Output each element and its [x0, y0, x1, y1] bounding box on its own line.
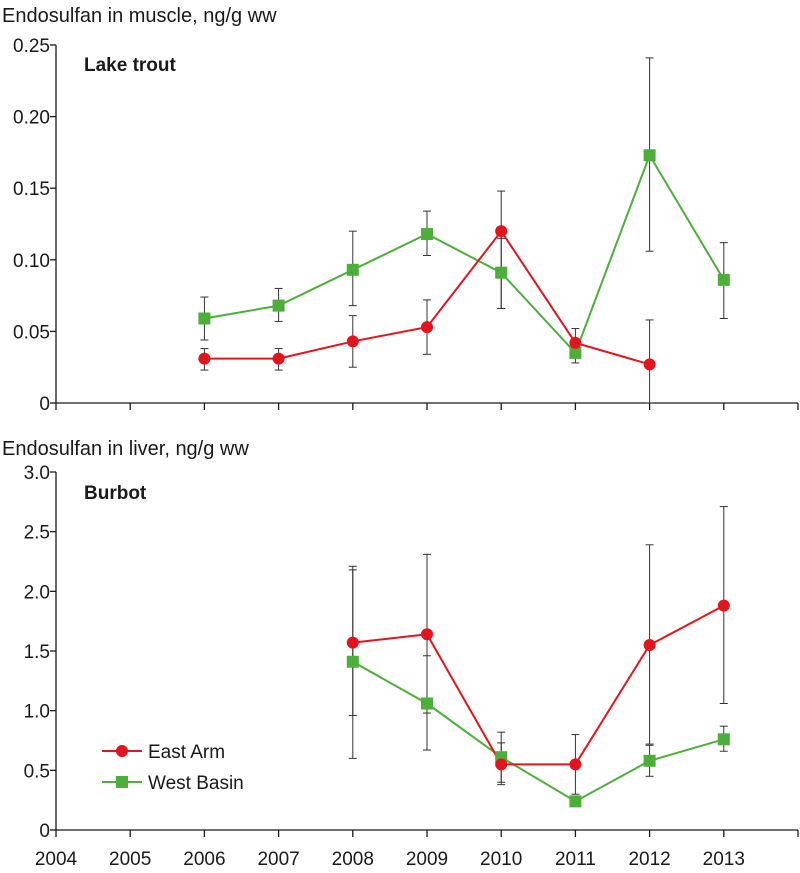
top-error-bars	[200, 57, 728, 404]
top-west-basin-point	[495, 266, 508, 279]
bottom-west-basin-line	[352, 660, 725, 803]
top-west-basin-point	[717, 273, 730, 286]
bottom-error-bars	[348, 506, 728, 807]
x-tick-label: 2009	[406, 849, 448, 870]
top-y-axis-label: Endosulfan in muscle, ng/g ww	[2, 5, 277, 27]
bottom-west-basin-point	[569, 795, 582, 808]
x-tick-label: 2008	[332, 849, 374, 870]
bottom-west-basin-point	[717, 733, 730, 746]
top-y-tick-label: 0	[39, 394, 50, 415]
top-west-basin-point	[272, 299, 285, 312]
top-east-arm-point	[346, 335, 359, 348]
bottom-east-arm-point	[495, 758, 508, 771]
bottom-east-arm-point	[346, 636, 359, 649]
top-east-arm-point	[198, 352, 211, 365]
top-east-arm-point	[495, 225, 508, 238]
bottom-y-tick-label: 1.0	[24, 702, 50, 723]
top-series-markers	[198, 149, 730, 371]
bottom-y-tick-label: 2.0	[24, 582, 50, 603]
bottom-east-arm-point	[717, 599, 730, 612]
bottom-y-tick-label: 0	[39, 821, 50, 842]
bottom-y-tick-label: 1.5	[24, 642, 50, 663]
top-y-tick-label: 0.25	[13, 36, 50, 57]
top-west-basin-point	[346, 263, 359, 276]
bottom-y-tick-label: 3.0	[24, 463, 50, 484]
x-tick-label: 2011	[555, 849, 596, 870]
bottom-east-arm-point	[421, 628, 433, 641]
bottom-west-basin-point	[643, 754, 656, 767]
top-west-basin-point	[569, 346, 582, 359]
x-tick-label: 2005	[109, 849, 151, 870]
legend-west-basin-label: West Basin	[148, 773, 244, 794]
bottom-west-basin-point	[421, 697, 433, 710]
top-panel-title: Lake trout	[84, 55, 177, 76]
x-tick-label: 2006	[183, 849, 225, 870]
top-east-arm-point	[569, 336, 582, 349]
x-tick-label: 2007	[257, 849, 299, 870]
top-east-arm-point	[272, 352, 285, 365]
top-y-tick-label: 0.15	[13, 179, 50, 200]
burbot-panel: Endosulfan in liver, ng/g ww Burbot 0 0.5…	[2, 438, 799, 870]
lake-trout-panel: Endosulfan in muscle, ng/g ww Lake trout…	[2, 5, 799, 415]
bottom-east-arm-line	[352, 604, 725, 766]
top-east-arm-point	[643, 358, 656, 371]
top-west-basin-line	[204, 152, 725, 355]
bottom-east-arm-point	[569, 758, 582, 771]
top-west-basin-point	[421, 228, 433, 241]
top-west-basin-point	[198, 312, 211, 325]
legend-east-arm-label: East Arm	[148, 742, 225, 763]
bottom-east-arm-point	[643, 639, 656, 652]
bottom-series-lines	[352, 604, 725, 803]
top-axes: 0 0.05 0.10 0.15 0.20 0.25	[13, 36, 799, 415]
x-tick-label: 2010	[480, 849, 522, 870]
top-y-tick-label: 0.05	[13, 322, 50, 343]
bottom-y-tick-label: 0.5	[24, 761, 50, 782]
top-y-tick-label: 0.20	[13, 108, 50, 129]
top-y-tick-label: 0.10	[13, 251, 50, 272]
bottom-axes: 0 0.5 1.0 1.5 2.0 2.5 3.0 2004 2005 2006 2007 2008 2…	[24, 463, 799, 870]
bottom-series-markers	[346, 599, 730, 808]
x-tick-label: 2012	[628, 849, 670, 870]
bottom-y-tick-label: 2.5	[24, 523, 50, 544]
bottom-y-axis-label: Endosulfan in liver, ng/g ww	[2, 438, 249, 460]
bottom-west-basin-point	[346, 655, 359, 668]
bottom-panel-title: Burbot	[84, 483, 147, 504]
top-series-lines	[204, 152, 725, 366]
legend-east-arm-marker	[116, 745, 128, 757]
legend: East Arm West Basin	[102, 742, 244, 794]
legend-west-basin-marker	[116, 776, 128, 788]
x-tick-label: 2004	[35, 849, 78, 870]
top-west-basin-point	[643, 149, 656, 162]
top-east-arm-point	[421, 321, 433, 334]
x-tick-label: 2013	[703, 849, 745, 870]
